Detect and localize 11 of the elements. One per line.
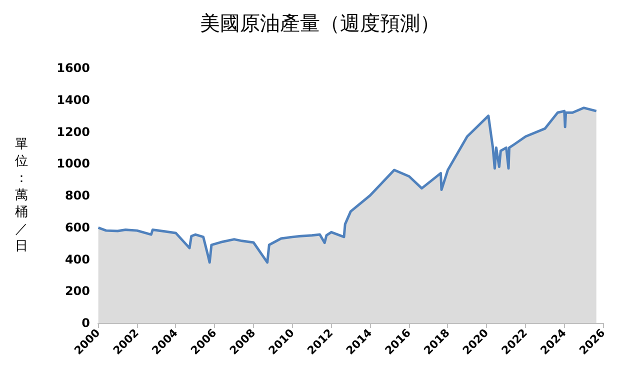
- y-tick-label: 1200: [56, 124, 90, 139]
- y-tick-label: 600: [64, 220, 90, 234]
- y-tick-label: 1000: [56, 156, 90, 171]
- y-tick-label: 200: [64, 284, 90, 298]
- y-tick-label: 400: [64, 252, 90, 266]
- y-tick-label: 1400: [56, 92, 90, 107]
- y-axis-title: 單位：萬桶／日: [15, 137, 28, 254]
- y-tick-label: 800: [64, 188, 90, 202]
- y-tick-label: 1600: [56, 61, 90, 75]
- y-tick-label: 0: [82, 316, 90, 330]
- chart-title: 美國原油產量（週度預測）: [200, 11, 440, 35]
